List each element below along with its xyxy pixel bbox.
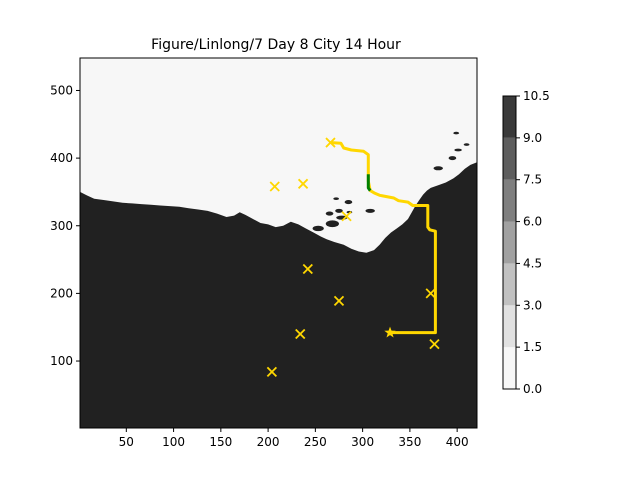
colorbar-tick-label: 7.5 xyxy=(523,173,542,187)
alternate-route-path xyxy=(366,174,372,192)
city-marker xyxy=(429,338,440,350)
colorbar-tick-label: 3.0 xyxy=(523,298,542,312)
island xyxy=(454,148,462,152)
colorbar-band xyxy=(503,137,516,180)
plot-frame xyxy=(79,57,478,429)
x-tick-label: 50 xyxy=(119,435,134,449)
y-tick-label: 400 xyxy=(50,151,73,165)
contour-dark-region xyxy=(80,162,477,428)
island xyxy=(433,166,443,171)
colorbar-tick-label: 9.0 xyxy=(523,131,542,145)
city-marker xyxy=(302,263,313,275)
x-tick-label: 100 xyxy=(162,435,185,449)
city-marker-stroke xyxy=(429,338,440,350)
city-marker-stroke xyxy=(302,263,313,275)
colorbar-band xyxy=(503,179,516,222)
colorbar-band xyxy=(503,263,516,306)
city-marker xyxy=(269,181,280,192)
city-marker-stroke xyxy=(295,328,306,340)
x-tick-label: 150 xyxy=(209,435,232,449)
colorbar-tick-label: 1.5 xyxy=(523,340,542,354)
city-marker-stroke xyxy=(325,137,336,148)
city-marker xyxy=(425,288,436,299)
colorbar-tick-label: 0.0 xyxy=(523,382,542,396)
island xyxy=(344,200,353,205)
y-tick-label: 500 xyxy=(50,83,73,97)
city-marker-stroke xyxy=(341,211,352,222)
city-markers xyxy=(266,137,440,377)
city-marker xyxy=(333,295,345,306)
x-tick-label: 400 xyxy=(446,435,469,449)
colorbar-band xyxy=(503,305,516,348)
city-marker xyxy=(295,328,306,340)
start-star-marker xyxy=(384,326,396,338)
colorbar-band xyxy=(503,96,516,138)
city-marker-stroke xyxy=(266,366,278,377)
x-axis: 50 100 150 200 250 300 350 400 xyxy=(119,428,469,449)
city-marker xyxy=(341,211,352,222)
y-axis: 100 200 300 400 500 xyxy=(50,83,80,368)
colorbar-band xyxy=(503,347,516,389)
island xyxy=(335,208,343,213)
island xyxy=(333,197,339,201)
y-tick-label: 200 xyxy=(50,286,73,300)
island xyxy=(453,131,460,135)
island xyxy=(312,225,324,232)
y-tick-label: 100 xyxy=(50,354,73,368)
colorbar-tick-label: 6.0 xyxy=(523,215,542,229)
city-marker-stroke xyxy=(425,288,436,299)
island xyxy=(365,208,375,213)
city-marker-stroke xyxy=(333,295,345,306)
colorbar-frame xyxy=(502,95,517,390)
colorbar-tick-label: 4.5 xyxy=(523,256,542,270)
island xyxy=(463,143,470,146)
route-path xyxy=(331,141,437,335)
island xyxy=(448,156,457,161)
colorbar-band xyxy=(503,221,516,264)
city-marker-stroke xyxy=(269,181,280,192)
island xyxy=(325,211,334,216)
colorbar-tick-label: 10.5 xyxy=(523,89,550,103)
plot-area: 50 100 150 200 250 300 350 400 100 200 300 400 500 xyxy=(50,57,478,449)
chart-title: Figure/Linlong/7 Day 8 City 14 Hour xyxy=(151,37,401,53)
island xyxy=(325,220,339,228)
city-marker xyxy=(297,178,309,189)
x-tick-label: 200 xyxy=(257,435,280,449)
x-tick-label: 350 xyxy=(398,435,421,449)
city-marker-stroke xyxy=(297,178,309,189)
y-tick-label: 300 xyxy=(50,219,73,233)
x-tick-label: 250 xyxy=(304,435,327,449)
city-marker xyxy=(325,137,336,148)
x-tick-label: 300 xyxy=(351,435,374,449)
city-marker xyxy=(266,366,278,377)
colorbar: 0.0 1.5 3.0 4.5 6.0 7.5 9.0 10.5 xyxy=(502,89,550,396)
